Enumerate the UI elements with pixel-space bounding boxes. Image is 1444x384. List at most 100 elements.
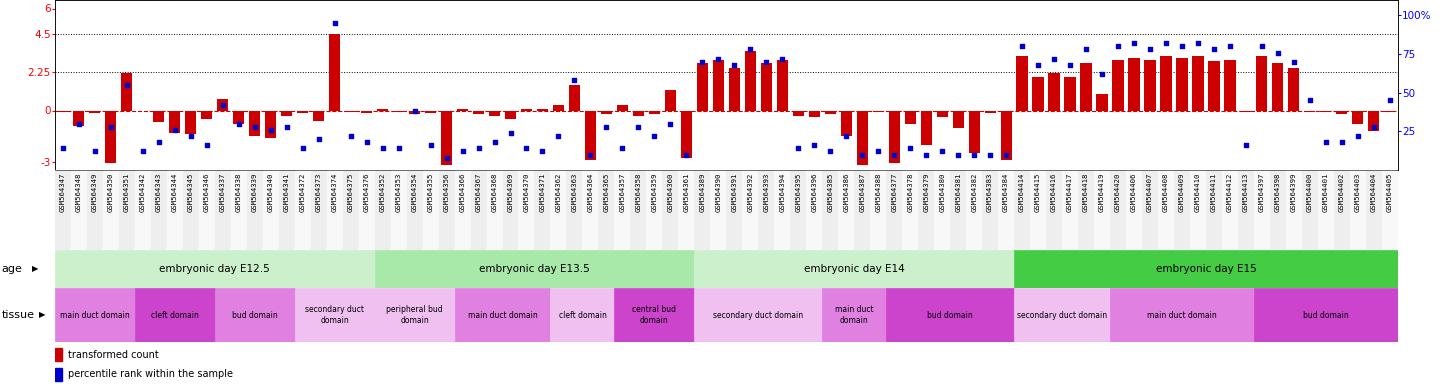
Text: GSM564407: GSM564407	[1147, 172, 1152, 212]
Point	[1266, 50, 1289, 56]
Bar	[185, 111, 196, 134]
Text: GSM564404: GSM564404	[1370, 172, 1376, 212]
Bar	[985, 111, 996, 113]
Text: GSM564344: GSM564344	[172, 172, 178, 212]
Bar	[614, 170, 631, 250]
Point	[547, 133, 570, 139]
Bar	[1128, 58, 1139, 111]
Point	[882, 151, 905, 157]
Bar	[295, 288, 374, 342]
Bar	[872, 111, 884, 112]
Bar	[425, 111, 436, 113]
Point	[258, 127, 282, 133]
Bar	[374, 250, 695, 288]
Point	[419, 142, 442, 148]
Point	[627, 124, 650, 130]
Text: GSM564411: GSM564411	[1212, 172, 1217, 212]
Point	[1074, 46, 1097, 53]
Bar	[806, 170, 822, 250]
Text: GSM564391: GSM564391	[731, 172, 738, 212]
Bar	[598, 170, 615, 250]
Bar	[503, 170, 518, 250]
Text: GSM564377: GSM564377	[891, 172, 897, 212]
Bar	[1209, 61, 1220, 111]
Text: GSM564347: GSM564347	[59, 172, 66, 212]
Bar	[313, 111, 325, 121]
Bar	[217, 99, 228, 111]
Bar	[407, 170, 423, 250]
Bar	[871, 170, 887, 250]
Bar	[793, 111, 804, 116]
Bar	[105, 111, 117, 163]
Point	[643, 133, 666, 139]
Bar	[74, 111, 84, 126]
Text: GSM564349: GSM564349	[92, 172, 98, 212]
Bar	[247, 170, 263, 250]
Point	[1203, 46, 1226, 53]
Text: GSM564383: GSM564383	[988, 172, 993, 212]
Point	[755, 59, 778, 65]
Bar	[614, 288, 695, 342]
Text: GSM564396: GSM564396	[812, 172, 817, 212]
Point	[1027, 62, 1050, 68]
Bar	[1080, 63, 1092, 111]
Bar	[393, 111, 404, 112]
Text: GSM564362: GSM564362	[556, 172, 562, 212]
Text: cleft domain: cleft domain	[150, 311, 199, 319]
Bar	[1336, 111, 1347, 114]
Bar	[1352, 111, 1363, 124]
Bar	[553, 105, 565, 111]
Bar	[329, 34, 341, 111]
Bar	[1318, 170, 1334, 250]
Bar	[1158, 170, 1174, 250]
Bar	[695, 250, 1014, 288]
Text: GSM564393: GSM564393	[764, 172, 770, 212]
Bar	[710, 170, 726, 250]
Point	[563, 77, 586, 83]
Point	[1138, 46, 1161, 53]
Bar	[918, 170, 934, 250]
Bar	[585, 111, 596, 160]
Text: GSM564357: GSM564357	[619, 172, 625, 212]
Bar	[1142, 170, 1158, 250]
Bar	[745, 51, 755, 111]
Bar	[374, 170, 390, 250]
Text: ▶: ▶	[32, 265, 39, 273]
Text: transformed count: transformed count	[68, 349, 159, 359]
Bar	[1369, 111, 1379, 131]
Bar	[1001, 111, 1012, 160]
Text: embryonic day E12.5: embryonic day E12.5	[159, 264, 270, 274]
Text: GSM564418: GSM564418	[1083, 172, 1089, 212]
Text: GSM564370: GSM564370	[524, 172, 530, 212]
Bar	[1095, 170, 1110, 250]
Bar	[537, 109, 549, 111]
Bar	[518, 170, 534, 250]
Bar	[1174, 170, 1190, 250]
Point	[147, 139, 170, 145]
Bar	[534, 170, 550, 250]
Point	[1154, 40, 1177, 46]
Bar	[377, 109, 388, 111]
Text: GSM564386: GSM564386	[843, 172, 849, 212]
Bar	[1385, 111, 1395, 112]
Point	[1187, 40, 1210, 46]
Bar	[855, 170, 871, 250]
Text: bud domain: bud domain	[232, 311, 277, 319]
Point	[179, 133, 202, 139]
Bar	[904, 111, 915, 124]
Text: GSM564390: GSM564390	[715, 172, 722, 212]
Bar	[1285, 170, 1302, 250]
Bar	[456, 109, 468, 111]
Point	[979, 151, 1002, 157]
Bar	[550, 170, 566, 250]
Text: GSM564406: GSM564406	[1131, 172, 1136, 212]
Bar	[361, 111, 373, 113]
Point	[1314, 139, 1337, 145]
Text: GSM564375: GSM564375	[348, 172, 354, 212]
Text: GSM564378: GSM564378	[907, 172, 913, 212]
Bar	[90, 111, 101, 113]
Text: GSM564401: GSM564401	[1323, 172, 1328, 212]
Point	[531, 148, 554, 154]
Bar	[1161, 56, 1171, 111]
Text: GSM564403: GSM564403	[1354, 172, 1360, 212]
